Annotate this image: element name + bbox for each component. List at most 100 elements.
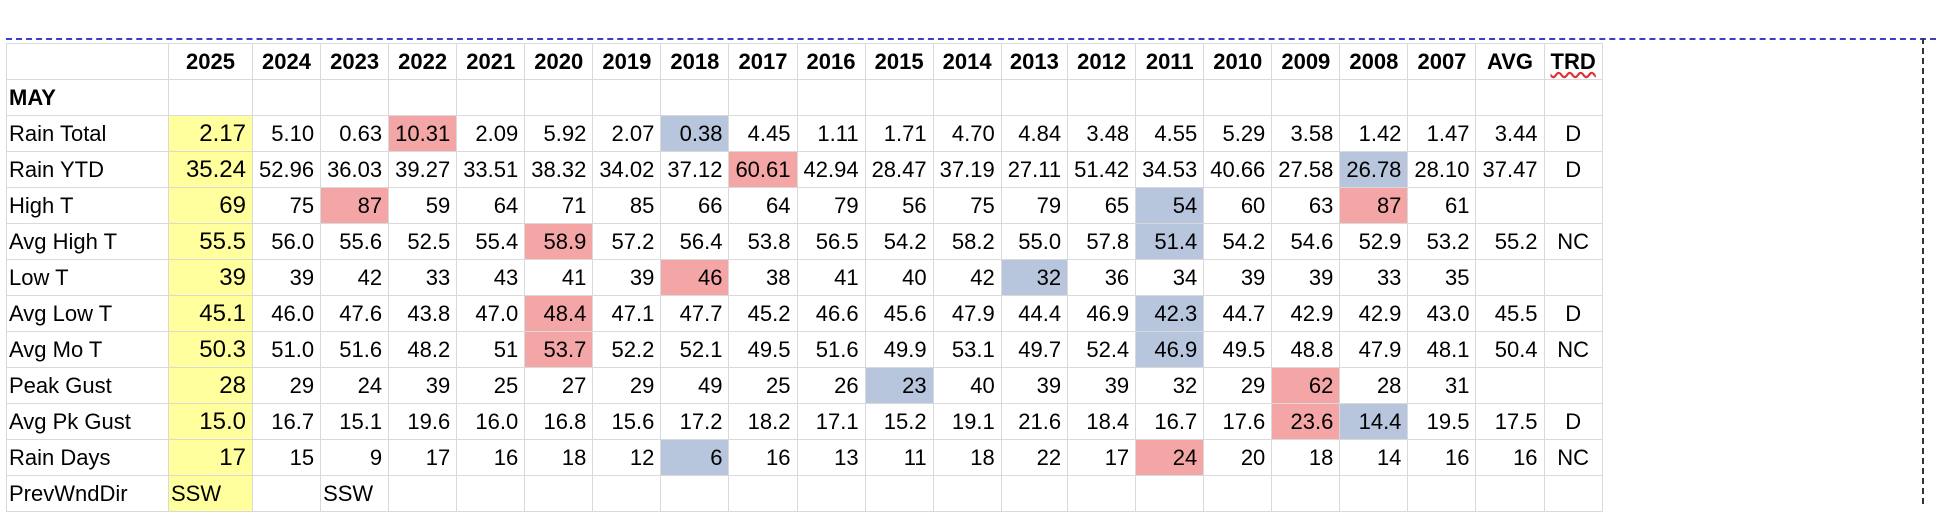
- data-cell[interactable]: 63: [1271, 187, 1341, 224]
- data-cell[interactable]: 34.53: [1135, 151, 1205, 188]
- data-cell[interactable]: 34.02: [592, 151, 662, 188]
- row-label-cell[interactable]: Avg Pk Gust: [6, 403, 169, 440]
- row-label-cell[interactable]: Rain Days: [6, 439, 169, 476]
- data-cell[interactable]: 33: [1339, 259, 1409, 296]
- data-cell[interactable]: 36.03: [320, 151, 390, 188]
- data-cell[interactable]: 48.4: [524, 295, 594, 332]
- data-cell[interactable]: 47.9: [1339, 331, 1409, 368]
- data-cell[interactable]: 53.2: [1407, 223, 1477, 260]
- data-cell[interactable]: 6: [660, 439, 730, 476]
- data-cell[interactable]: 28: [1339, 367, 1409, 404]
- empty-cell[interactable]: [1407, 79, 1477, 116]
- data-cell[interactable]: 75: [932, 187, 1002, 224]
- data-cell[interactable]: 4.55: [1135, 115, 1205, 152]
- column-header-cell[interactable]: 2023: [320, 43, 390, 80]
- empty-cell[interactable]: [592, 79, 662, 116]
- column-header-cell[interactable]: 2016: [796, 43, 866, 80]
- data-cell[interactable]: 69: [168, 187, 253, 224]
- data-cell[interactable]: [1000, 475, 1069, 512]
- column-header-cell[interactable]: 2011: [1135, 43, 1205, 80]
- data-cell[interactable]: 1.42: [1339, 115, 1409, 152]
- data-cell[interactable]: 25: [456, 367, 526, 404]
- data-cell[interactable]: 47.6: [320, 295, 390, 332]
- data-cell[interactable]: 15.6: [592, 403, 662, 440]
- data-cell[interactable]: 2.07: [592, 115, 662, 152]
- data-cell[interactable]: 15.1: [320, 403, 390, 440]
- row-label-cell[interactable]: PrevWndDir: [6, 475, 169, 512]
- data-cell[interactable]: [1475, 367, 1545, 404]
- data-cell[interactable]: 43: [456, 259, 526, 296]
- empty-cell[interactable]: [864, 79, 934, 116]
- row-label-cell[interactable]: Avg Mo T: [6, 331, 169, 368]
- data-cell[interactable]: 51.6: [796, 331, 866, 368]
- data-cell[interactable]: 46: [660, 259, 730, 296]
- data-cell[interactable]: [388, 475, 458, 512]
- data-cell[interactable]: 45.6: [864, 295, 934, 332]
- data-cell[interactable]: [1543, 259, 1603, 296]
- data-cell[interactable]: D: [1543, 115, 1603, 152]
- data-cell[interactable]: 11: [864, 439, 934, 476]
- column-header-cell[interactable]: 2021: [456, 43, 526, 80]
- data-cell[interactable]: [1475, 259, 1545, 296]
- column-header-cell[interactable]: 2012: [1067, 43, 1137, 80]
- column-header-cell[interactable]: 2007: [1407, 43, 1477, 80]
- data-cell[interactable]: 17.6: [1203, 403, 1273, 440]
- data-cell[interactable]: 54.6: [1271, 223, 1341, 260]
- data-cell[interactable]: [864, 475, 934, 512]
- data-cell[interactable]: 52.4: [1067, 331, 1137, 368]
- data-cell[interactable]: 13: [796, 439, 866, 476]
- empty-cell[interactable]: [660, 79, 730, 116]
- data-cell[interactable]: 34: [1135, 259, 1205, 296]
- data-cell[interactable]: 42.94: [796, 151, 866, 188]
- data-cell[interactable]: 39: [251, 259, 322, 296]
- data-cell[interactable]: 42.9: [1271, 295, 1341, 332]
- data-cell[interactable]: 38.32: [524, 151, 594, 188]
- empty-cell[interactable]: [1475, 79, 1545, 116]
- row-label-cell[interactable]: Rain YTD: [6, 151, 169, 188]
- data-cell[interactable]: [1543, 187, 1603, 224]
- data-cell[interactable]: 40.66: [1203, 151, 1273, 188]
- data-cell[interactable]: 52.5: [388, 223, 458, 260]
- column-header-cell[interactable]: 2009: [1271, 43, 1341, 80]
- data-cell[interactable]: [1543, 475, 1603, 512]
- data-cell[interactable]: D: [1543, 403, 1603, 440]
- data-cell[interactable]: 27.11: [1000, 151, 1069, 188]
- data-cell[interactable]: [660, 475, 730, 512]
- data-cell[interactable]: 9: [320, 439, 390, 476]
- data-cell[interactable]: 46.6: [796, 295, 866, 332]
- data-cell[interactable]: 59: [388, 187, 458, 224]
- data-cell[interactable]: 1.47: [1407, 115, 1477, 152]
- data-cell[interactable]: 17.5: [1475, 403, 1545, 440]
- data-cell[interactable]: 19.6: [388, 403, 458, 440]
- data-cell[interactable]: 47.7: [660, 295, 730, 332]
- data-cell[interactable]: NC: [1543, 439, 1603, 476]
- empty-cell[interactable]: [1339, 79, 1409, 116]
- data-cell[interactable]: 39: [592, 259, 662, 296]
- data-cell[interactable]: 58.9: [524, 223, 594, 260]
- data-cell[interactable]: 56.5: [796, 223, 866, 260]
- data-cell[interactable]: 47.0: [456, 295, 526, 332]
- data-cell[interactable]: 1.71: [864, 115, 934, 152]
- data-cell[interactable]: 46.9: [1135, 331, 1205, 368]
- data-cell[interactable]: 18: [932, 439, 1002, 476]
- data-cell[interactable]: [1339, 475, 1409, 512]
- data-cell[interactable]: 18.4: [1067, 403, 1137, 440]
- data-cell[interactable]: 29: [251, 367, 322, 404]
- data-cell[interactable]: 3.44: [1475, 115, 1545, 152]
- data-cell[interactable]: 54.2: [1203, 223, 1273, 260]
- data-cell[interactable]: 0.38: [660, 115, 730, 152]
- data-cell[interactable]: 39: [1271, 259, 1341, 296]
- column-header-cell[interactable]: 2018: [660, 43, 730, 80]
- data-cell[interactable]: [728, 475, 798, 512]
- data-cell[interactable]: 48.1: [1407, 331, 1477, 368]
- data-cell[interactable]: 51.0: [251, 331, 322, 368]
- data-cell[interactable]: 56.0: [251, 223, 322, 260]
- row-label-cell[interactable]: Peak Gust: [6, 367, 169, 404]
- column-header-cell[interactable]: 2014: [932, 43, 1002, 80]
- data-cell[interactable]: D: [1543, 151, 1603, 188]
- data-cell[interactable]: 54: [1135, 187, 1205, 224]
- data-cell[interactable]: 53.1: [932, 331, 1002, 368]
- data-cell[interactable]: 64: [456, 187, 526, 224]
- data-cell[interactable]: 35: [1407, 259, 1477, 296]
- data-cell[interactable]: 5.29: [1203, 115, 1273, 152]
